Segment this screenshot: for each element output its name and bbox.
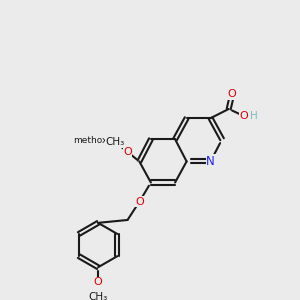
Text: O: O xyxy=(239,111,248,121)
Text: CH₃: CH₃ xyxy=(106,137,125,147)
Text: CH₃: CH₃ xyxy=(88,292,108,300)
Text: O: O xyxy=(228,89,236,99)
Text: O: O xyxy=(135,197,144,207)
Text: N: N xyxy=(206,155,215,168)
Text: O: O xyxy=(94,277,103,287)
Text: methoxy: methoxy xyxy=(73,136,112,145)
Text: H: H xyxy=(250,111,258,121)
Text: O: O xyxy=(123,147,132,157)
